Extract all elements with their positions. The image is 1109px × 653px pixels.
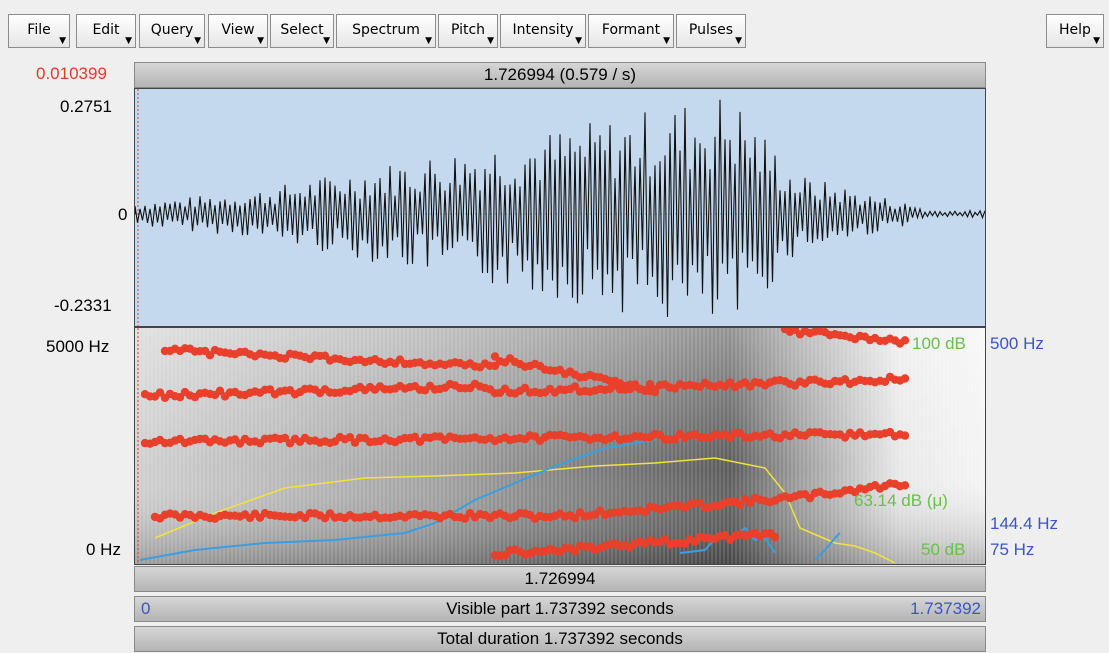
menu-spectrum[interactable]: Spectrum ▼ <box>336 14 436 48</box>
menu-pulses-label: Pulses <box>688 22 734 38</box>
freq-bottom-label: 0 Hz <box>86 540 121 559</box>
visible-label: Visible part 1.737392 seconds <box>446 599 674 618</box>
formant-dot <box>770 532 780 542</box>
intensity-mean-label: 63.14 dB (μ) <box>854 491 948 510</box>
menu-intensity[interactable]: Intensity ▼ <box>500 14 586 48</box>
menu-formant[interactable]: Formant ▼ <box>588 14 674 48</box>
formant-dot <box>280 433 290 443</box>
menu-help[interactable]: Help ▼ <box>1046 14 1104 48</box>
formant-dot <box>650 387 660 397</box>
visible-start: 0 <box>141 599 151 618</box>
menu-edit-label: Edit <box>92 22 120 38</box>
dropdown-caret-icon: ▼ <box>1093 36 1100 46</box>
menu-help-label: Help <box>1059 22 1091 38</box>
pitch-curve <box>139 439 656 561</box>
formant-dot <box>735 500 745 510</box>
visible-end: 1.737392 <box>910 599 981 618</box>
intensity-bottom-label: 50 dB <box>921 540 966 559</box>
menu-pitch-label: Pitch <box>450 22 486 38</box>
menu-view[interactable]: View ▼ <box>208 14 268 48</box>
menu-query[interactable]: Query ▼ <box>139 14 205 48</box>
dropdown-caret-icon: ▼ <box>487 36 494 46</box>
waveform-svg <box>135 89 985 326</box>
pitch-bottom-label: 75 Hz <box>990 540 1035 559</box>
waveform-ymin: -0.2331 <box>54 296 112 315</box>
visible-part-bar[interactable]: 0 Visible part 1.737392 seconds 1.737392 <box>134 596 986 622</box>
menu-select[interactable]: Select ▼ <box>270 14 334 48</box>
formant-dot <box>645 380 655 389</box>
menu-formant-label: Formant <box>601 22 661 38</box>
waveform-ymax: 0.2751 <box>60 97 112 116</box>
cursor-bottom-bar[interactable]: 1.726994 <box>134 566 986 592</box>
dropdown-caret-icon: ▼ <box>735 36 742 46</box>
formant-dot <box>345 433 355 442</box>
spectrogram-svg <box>135 328 985 564</box>
waveform-trace <box>135 99 985 318</box>
menu-bar: File ▼ Edit ▼ Query ▼ View ▼ Select ▼ Sp… <box>0 0 1109 58</box>
formant-dot <box>570 547 580 556</box>
menu-file-label: File <box>27 22 51 38</box>
formant-dots <box>140 328 910 560</box>
menu-spectrum-label: Spectrum <box>352 22 420 38</box>
formant-dot <box>900 481 910 490</box>
menu-edit[interactable]: Edit ▼ <box>76 14 136 48</box>
cursor-left-time: 0.010399 <box>36 64 107 83</box>
pitch-mid-label: 144.4 Hz <box>990 514 1059 533</box>
waveform-panel[interactable] <box>134 88 986 327</box>
formant-dot <box>570 382 580 391</box>
menu-query-label: Query <box>150 22 194 38</box>
formant-dot <box>460 514 470 523</box>
formant-dot <box>215 386 225 395</box>
intensity-top-label: 100 dB <box>912 334 966 353</box>
menu-pitch[interactable]: Pitch ▼ <box>438 14 498 48</box>
pitch-top-label: 500 Hz <box>990 334 1044 353</box>
menu-select-label: Select <box>280 22 324 38</box>
spectrogram-panel[interactable] <box>134 327 986 565</box>
dropdown-caret-icon: ▼ <box>257 36 264 46</box>
dropdown-caret-icon: ▼ <box>194 36 201 46</box>
total-duration-bar[interactable]: Total duration 1.737392 seconds <box>134 626 986 652</box>
menu-view-label: View <box>221 22 255 38</box>
dropdown-caret-icon: ▼ <box>59 36 66 46</box>
formant-dot <box>570 514 580 523</box>
dropdown-caret-icon: ▼ <box>425 36 432 46</box>
pitch-curve-3 <box>814 532 841 561</box>
intensity-curve <box>154 457 896 564</box>
freq-top-label: 5000 Hz <box>46 337 110 356</box>
formant-dot <box>670 435 680 444</box>
formant-dot <box>900 336 910 345</box>
dropdown-caret-icon: ▼ <box>663 36 670 46</box>
menu-file[interactable]: File ▼ <box>8 14 70 48</box>
menu-pulses[interactable]: Pulses ▼ <box>676 14 746 48</box>
formant-dot <box>900 431 910 440</box>
dropdown-caret-icon: ▼ <box>575 36 582 46</box>
formant-dot <box>155 388 165 397</box>
waveform-zero: 0 <box>118 205 128 224</box>
dropdown-caret-icon: ▼ <box>125 36 132 46</box>
menu-intensity-label: Intensity <box>512 22 574 38</box>
formant-dot <box>640 508 650 517</box>
formant-dot <box>900 374 910 383</box>
dropdown-caret-icon: ▼ <box>323 36 330 46</box>
cursor-top-bar[interactable]: 1.726994 (0.579 / s) <box>134 62 986 88</box>
